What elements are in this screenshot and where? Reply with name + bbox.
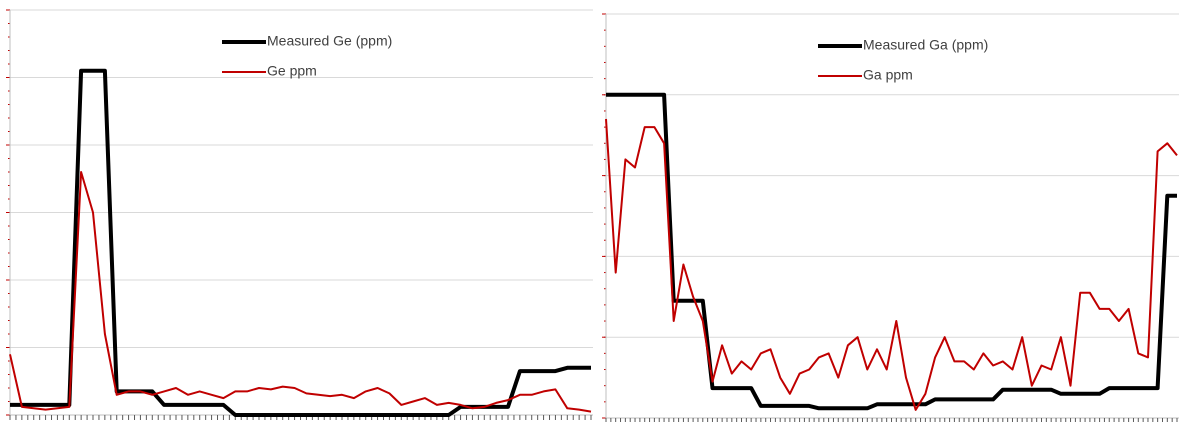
legend-label: Measured Ga (ppm) <box>863 37 988 53</box>
series-line <box>10 68 591 417</box>
legend-label: Measured Ge (ppm) <box>267 33 392 49</box>
series-line <box>9 171 592 413</box>
series-line <box>605 118 1178 411</box>
chart: Measured Ga (ppm) Ga ppm <box>602 13 1179 422</box>
legend-label: Ga ppm <box>863 67 913 83</box>
series-line <box>606 92 1177 411</box>
chart: Measured Ge (ppm) Ge ppm <box>6 9 593 420</box>
legend-label: Ge ppm <box>267 63 317 79</box>
